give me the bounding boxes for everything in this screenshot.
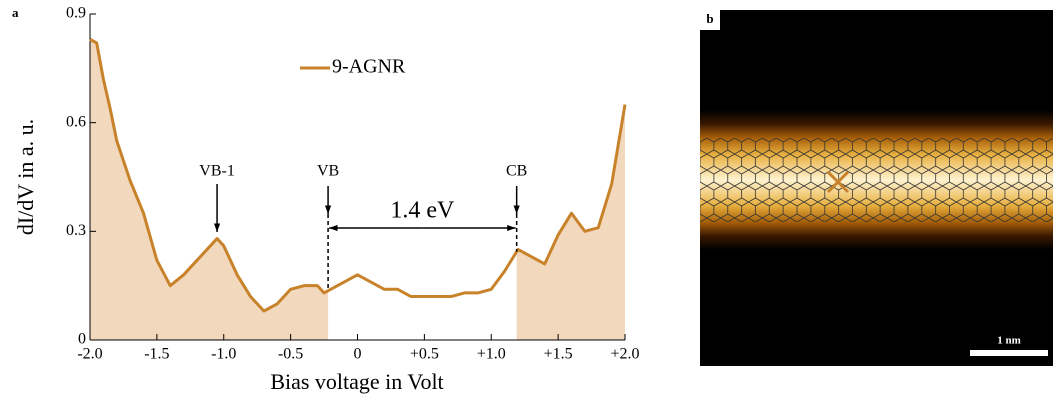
scale-bar-label: 1 nm xyxy=(997,335,1021,347)
stm-image: b 1 nm xyxy=(700,10,1053,366)
shaded-area xyxy=(90,39,328,340)
x-axis-label: Bias voltage in Volt xyxy=(270,369,443,394)
x-tick-label: -2.0 xyxy=(77,346,102,363)
figure: b 1 nm a Bias voltage in Volt dI/dV in a… xyxy=(0,0,1054,403)
annotation: VB xyxy=(317,163,339,180)
panel-label: a xyxy=(12,5,19,20)
ribbon-lattice xyxy=(700,138,1053,222)
arrow-head xyxy=(329,225,337,231)
arrow-head xyxy=(507,225,515,231)
x-tick-label: +1.0 xyxy=(477,346,506,363)
annotation: CB xyxy=(506,163,527,180)
x-tick-label: +1.5 xyxy=(544,346,573,363)
y-tick-label: 0.6 xyxy=(66,113,86,130)
gap-label: 1.4 eV xyxy=(390,198,455,224)
scale-bar xyxy=(970,350,1048,356)
shaded-area xyxy=(517,105,625,340)
x-tick-label: -0.5 xyxy=(278,346,303,363)
x-tick-label: +0.5 xyxy=(410,346,439,363)
x-tick-label: -1.0 xyxy=(211,346,236,363)
legend-label: 9-AGNR xyxy=(332,56,406,78)
y-tick-label: 0.3 xyxy=(66,222,86,239)
arrow-head xyxy=(514,206,520,214)
arrow-head xyxy=(325,206,331,214)
y-axis-label: dI/dV in a. u. xyxy=(13,119,38,235)
annotation: VB-1 xyxy=(199,163,235,180)
panel-label: b xyxy=(706,11,713,26)
x-tick-label: -1.5 xyxy=(144,346,169,363)
y-tick-label: 0.9 xyxy=(66,5,86,22)
x-tick-label: 0 xyxy=(354,346,362,363)
arrow-head xyxy=(214,224,220,232)
x-tick-label: +2.0 xyxy=(610,346,639,363)
